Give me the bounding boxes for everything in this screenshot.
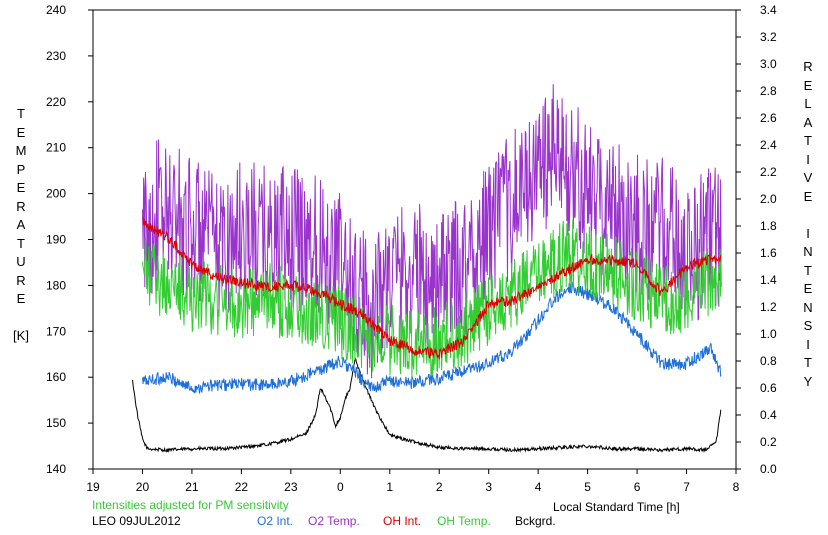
y-right-tick-label: 2.2 <box>760 165 777 179</box>
y-right-tick-label: 1.4 <box>760 273 777 287</box>
legend-entry: OH Int. <box>383 514 422 528</box>
x-tick-label: 8 <box>733 480 740 494</box>
x-tick-label: 1 <box>386 480 393 494</box>
y-right-tick-label: 0.2 <box>760 435 777 449</box>
y-left-axis-label: T E M P E R A T U R E [K] <box>13 106 29 343</box>
y-right-tick-label: 0.8 <box>760 354 777 368</box>
x-tick-label: 7 <box>683 480 690 494</box>
x-tick-label: 20 <box>136 480 150 494</box>
legend-entry: O2 Int. <box>257 514 294 528</box>
series-line <box>132 357 722 453</box>
x-tick-label: 22 <box>235 480 249 494</box>
y-right-tick-label: 0.0 <box>760 462 777 476</box>
y-left-tick-label: 150 <box>46 416 66 430</box>
y-left-tick-label: 160 <box>46 370 66 384</box>
y-right-tick-label: 3.2 <box>760 30 777 44</box>
series-line <box>142 216 722 360</box>
y-left-tick-label: 240 <box>46 3 66 17</box>
sensitivity-note: Intensities adjusted for PM sensitivity <box>92 498 289 512</box>
y-left-tick-label: 210 <box>46 141 66 155</box>
y-right-tick-label: 1.0 <box>760 327 777 341</box>
y-right-tick-label: 1.6 <box>760 246 777 260</box>
series-line <box>142 281 722 394</box>
y-right-tick-label: 2.4 <box>760 138 777 152</box>
y-right-tick-label: 2.8 <box>760 84 777 98</box>
y-left-tick-label: 140 <box>46 462 66 476</box>
y-right-tick-label: 0.4 <box>760 408 777 422</box>
y-right-tick-label: 1.8 <box>760 219 777 233</box>
legend-entry: Bckgrd. <box>515 514 556 528</box>
x-tick-label: 23 <box>284 480 298 494</box>
x-axis-label: Local Standard Time [h] <box>553 500 680 514</box>
x-tick-label: 19 <box>86 480 100 494</box>
y-left-tick-label: 200 <box>46 187 66 201</box>
y-right-tick-label: 0.6 <box>760 381 777 395</box>
series-line <box>142 219 722 378</box>
y-right-axis-label: R E L A T I V E I N T E N S I T Y <box>803 59 813 389</box>
x-tick-label: 2 <box>436 480 443 494</box>
station-date: LEO 09JUL2012 <box>92 514 181 528</box>
x-tick-label: 6 <box>634 480 641 494</box>
series-line <box>142 84 722 379</box>
y-left-tick-label: 190 <box>46 233 66 247</box>
x-tick-label: 21 <box>185 480 199 494</box>
y-right-tick-label: 2.0 <box>760 192 777 206</box>
x-tick-label: 0 <box>337 480 344 494</box>
y-right-tick-label: 3.4 <box>760 3 777 17</box>
y-left-tick-label: 230 <box>46 49 66 63</box>
legend-entry: O2 Temp. <box>308 514 360 528</box>
y-right-tick-label: 3.0 <box>760 57 777 71</box>
y-left-tick-label: 170 <box>46 324 66 338</box>
x-tick-label: 5 <box>584 480 591 494</box>
axes: 19 20 21 22 23 0 1 2 3 4 5 6 7 8140150160170180190200… <box>46 3 777 494</box>
x-tick-label: 4 <box>535 480 542 494</box>
y-left-tick-label: 180 <box>46 278 66 292</box>
y-right-tick-label: 1.2 <box>760 300 777 314</box>
y-right-tick-label: 2.6 <box>760 111 777 125</box>
series-lines <box>132 84 722 453</box>
legend-entry: OH Temp. <box>437 514 491 528</box>
x-tick-label: 3 <box>485 480 492 494</box>
y-left-tick-label: 220 <box>46 95 66 109</box>
